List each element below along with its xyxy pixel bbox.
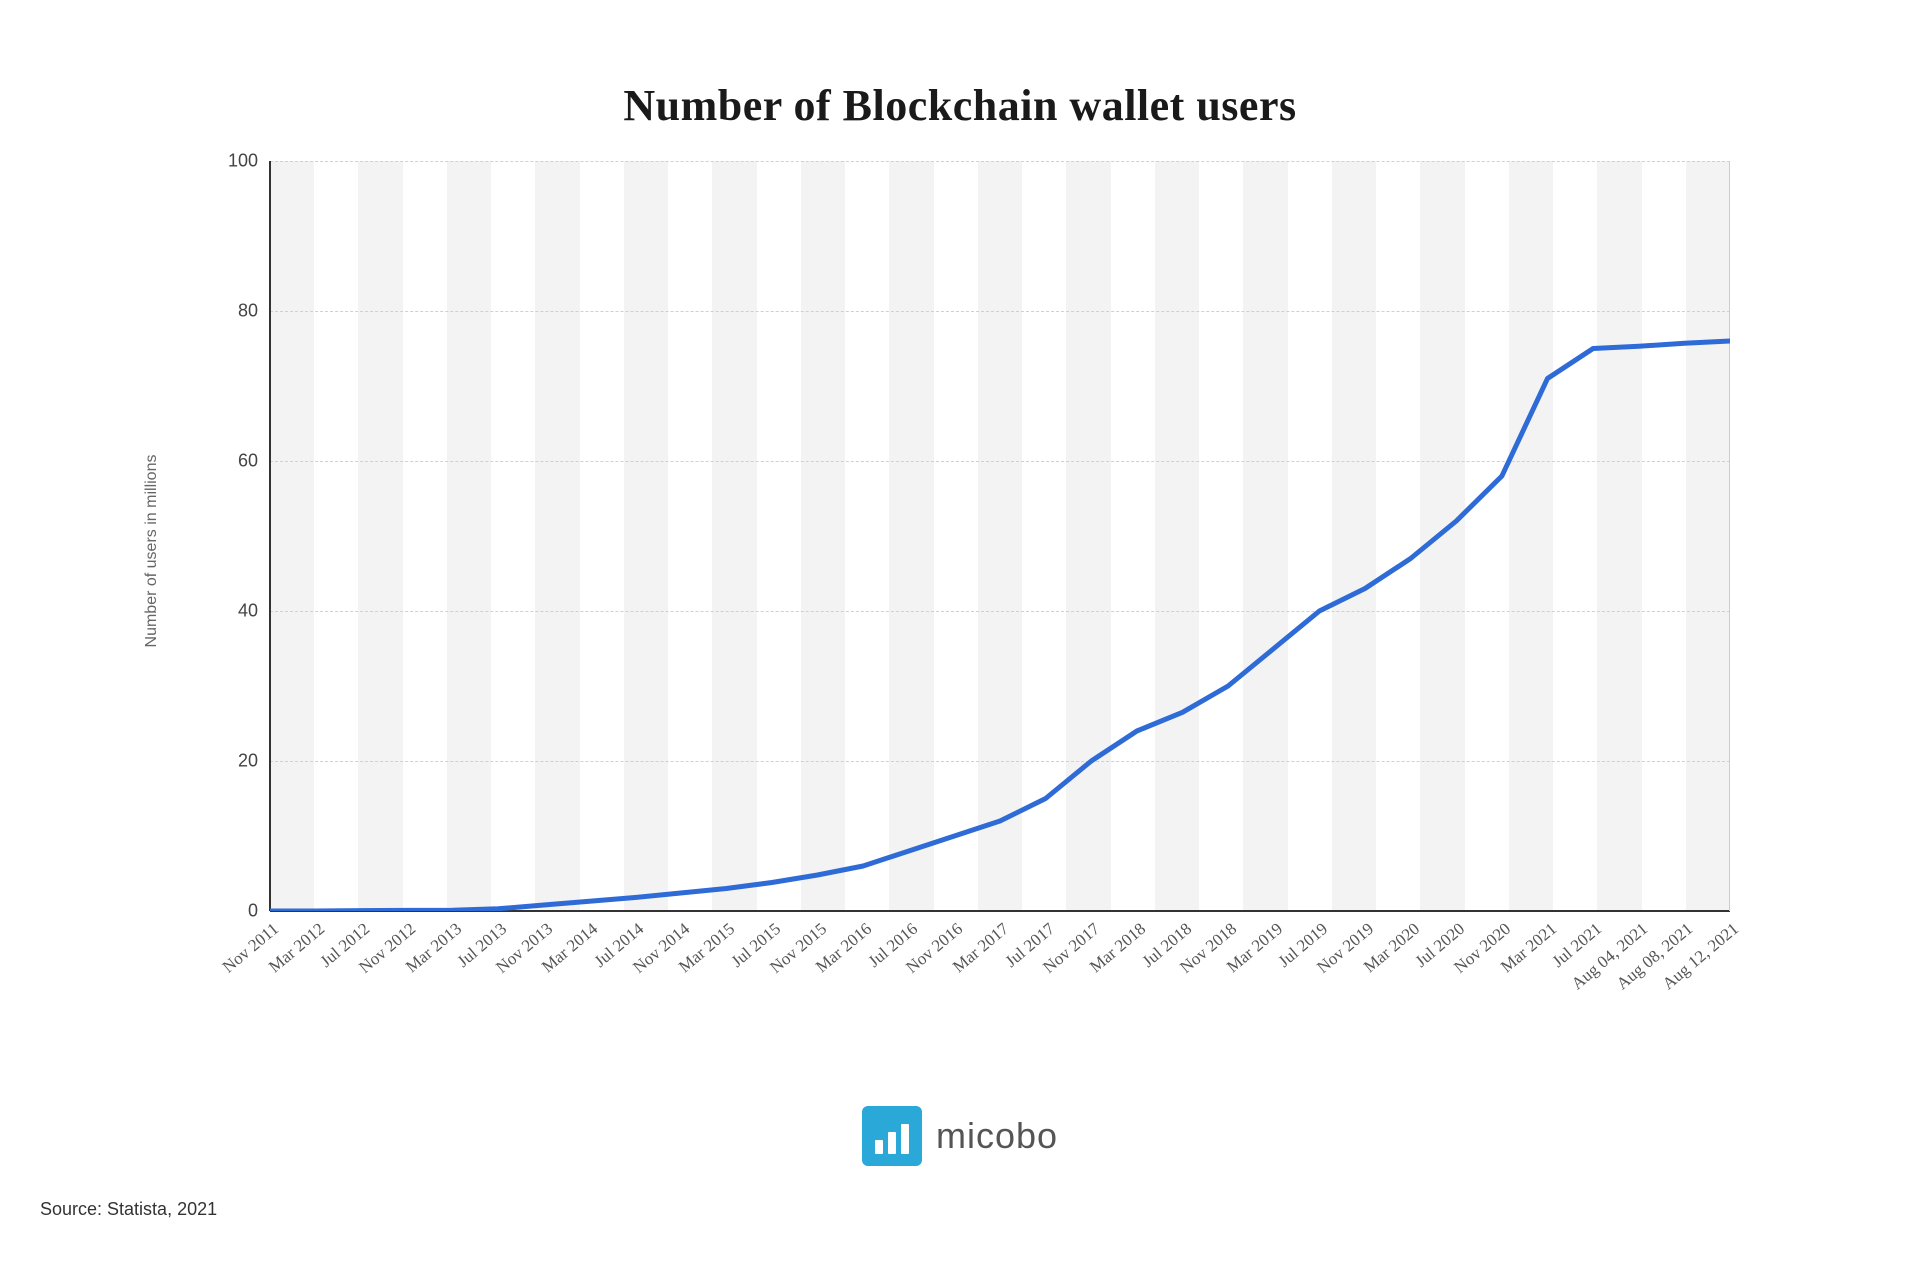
- chart-container: Number of users in millions 020406080100…: [190, 161, 1730, 941]
- y-tick-label: 60: [238, 451, 258, 472]
- logo-icon: [862, 1106, 922, 1166]
- y-tick-label: 0: [248, 901, 258, 922]
- logo-row: micobo: [60, 1106, 1860, 1166]
- y-tick-label: 40: [238, 601, 258, 622]
- source-label: Source: Statista, 2021: [40, 1199, 217, 1220]
- y-axis-label: Number of users in millions: [143, 455, 161, 648]
- chart-title: Number of Blockchain wallet users: [60, 80, 1860, 131]
- chart-plot-area: 020406080100Nov 2011Mar 2012Jul 2012Nov …: [270, 161, 1730, 911]
- logo-text: micobo: [936, 1115, 1058, 1157]
- series-line: [270, 341, 1730, 911]
- page-root: Number of Blockchain wallet users Number…: [0, 0, 1920, 1280]
- y-tick-label: 80: [238, 301, 258, 322]
- y-tick-label: 100: [228, 151, 258, 172]
- chart-line-svg: [270, 161, 1730, 911]
- y-tick-label: 20: [238, 751, 258, 772]
